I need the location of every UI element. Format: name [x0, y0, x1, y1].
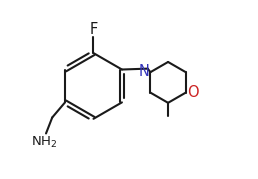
Text: N: N	[139, 64, 150, 79]
Text: O: O	[187, 85, 198, 100]
Text: F: F	[89, 22, 98, 37]
Text: NH$_2$: NH$_2$	[31, 135, 58, 150]
